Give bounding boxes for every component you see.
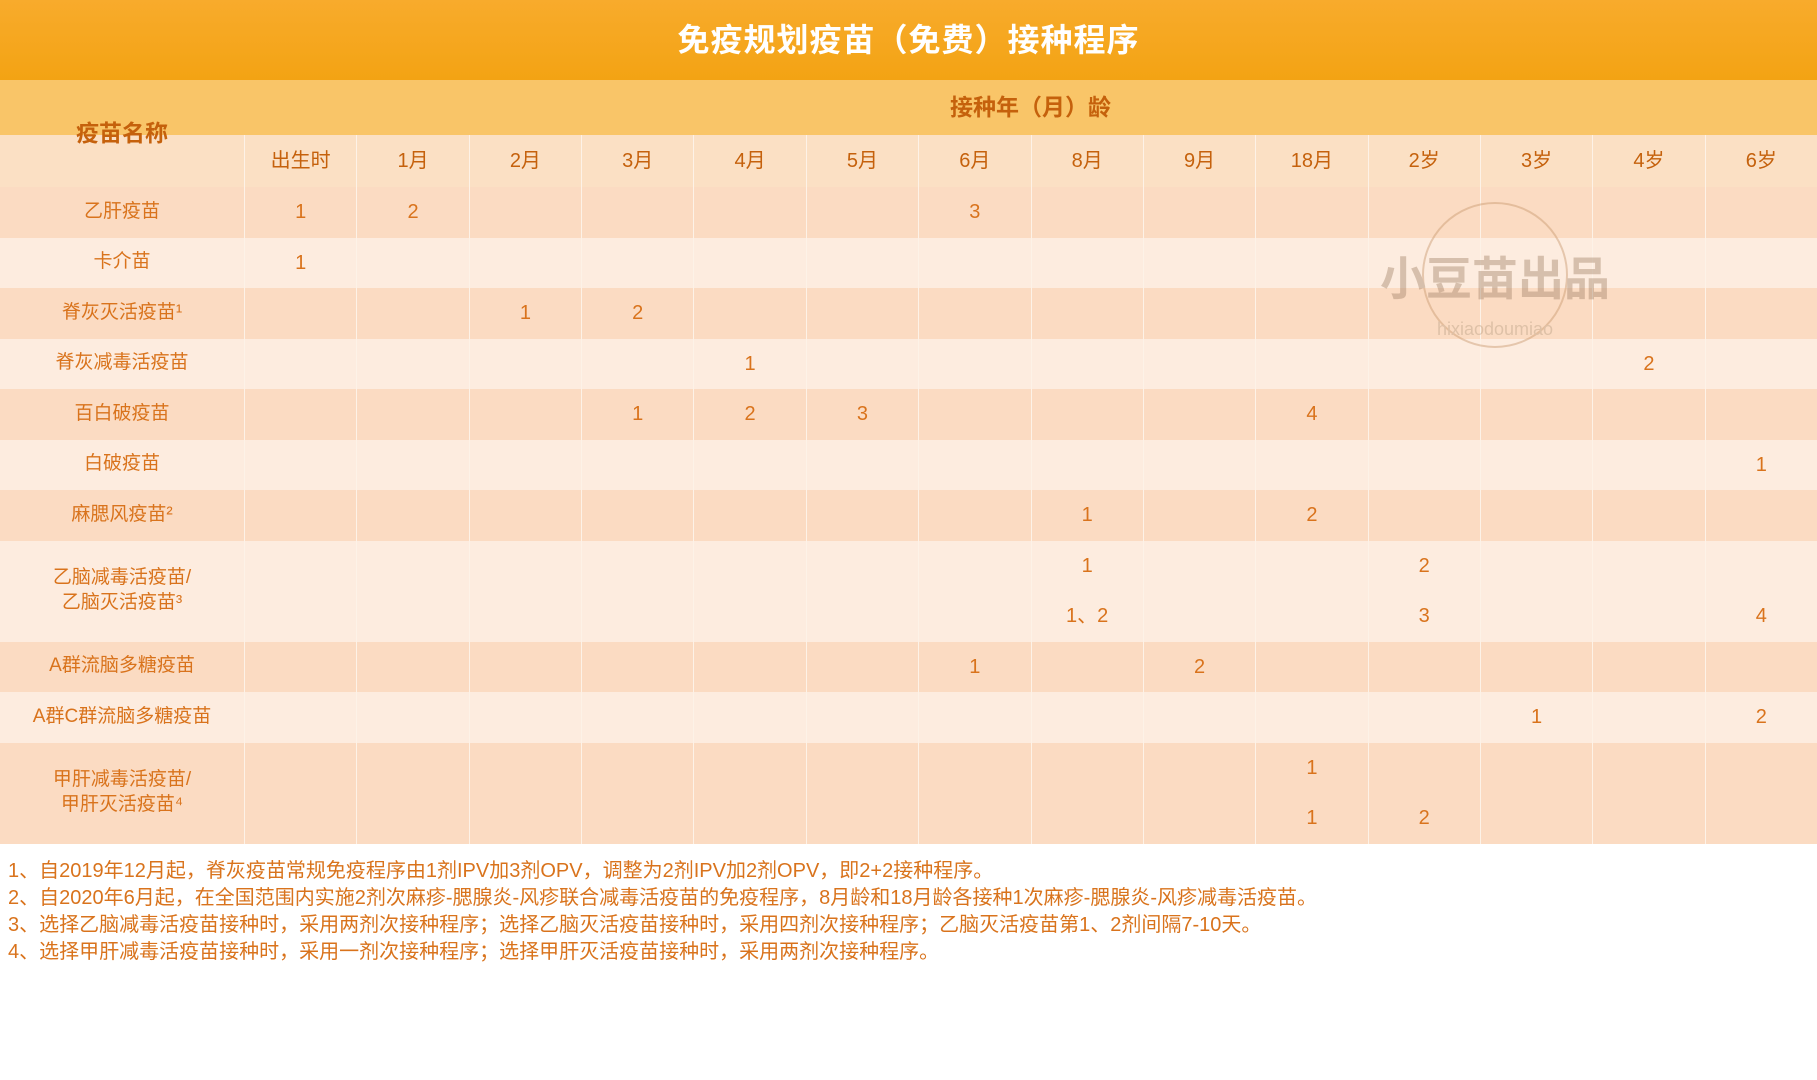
svg-text:小豆苗出品: 小豆苗出品 — [1380, 243, 1610, 309]
svg-text:hixiaodoumiao: hixiaodoumiao — [1437, 319, 1553, 339]
